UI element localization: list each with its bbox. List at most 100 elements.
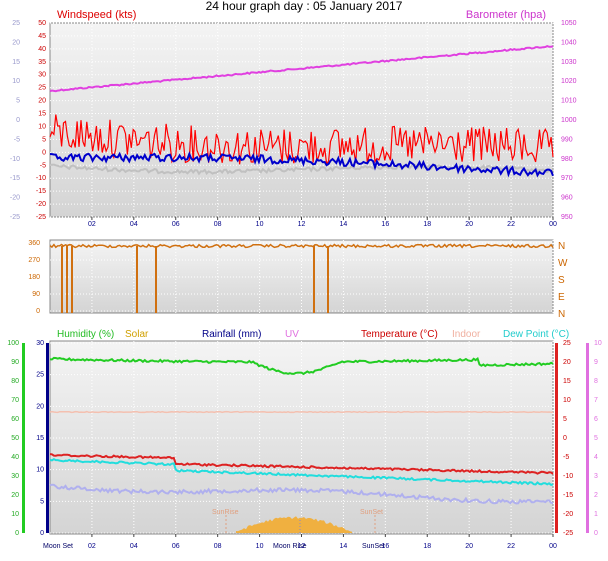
x-tick-label: 02 [88, 221, 96, 228]
temperature-tick: -15 [563, 492, 573, 499]
moon-rise-label: Moon Rise [273, 543, 307, 550]
windspeed-tick: -20 [36, 201, 46, 208]
rain-tick: 0 [40, 530, 44, 537]
compass-label: E [558, 292, 565, 303]
temperature-tick: 15 [563, 378, 571, 385]
x-tick-label: 08 [214, 221, 222, 228]
barometer-tick: 970 [561, 175, 573, 182]
barometer-tick: 1020 [561, 78, 577, 85]
windspeed-tick: 0 [42, 149, 46, 156]
humidity-tick: 90 [11, 359, 19, 366]
barometer-line [49, 45, 554, 93]
indoor-legend: Indoor [452, 329, 481, 340]
wind-baro-plot-area [49, 22, 554, 218]
uv-axis-bar [586, 343, 589, 533]
windspeed-tick: 50 [38, 20, 46, 27]
rain-axis-bar [46, 343, 49, 533]
windspeed-tick: -15 [36, 188, 46, 195]
direction-tick: 0 [36, 308, 40, 315]
barometer-tick: 1050 [561, 20, 577, 27]
x-tick-label: 20 [465, 543, 473, 550]
dewpoint-legend: Dew Point (°C) [503, 329, 569, 340]
uv-tick: 8 [594, 378, 598, 385]
sunrise-mid-label: SunRise [212, 509, 239, 516]
x-tick-label: 14 [340, 543, 348, 550]
uv-tick: 9 [594, 359, 598, 366]
wind-outer-tick: -15 [10, 175, 20, 182]
x-tick-label: 16 [381, 221, 389, 228]
humidity-line [49, 356, 554, 376]
wind-outer-tick: 15 [12, 59, 20, 66]
humidity-tick: 30 [11, 473, 19, 480]
x-tick-label: 16 [381, 543, 389, 550]
indoor-line [49, 410, 554, 414]
humidity-axis-bar [22, 343, 25, 533]
wind-outer-tick: 25 [12, 20, 20, 27]
temperature-axis-bar [555, 343, 558, 533]
uv-tick: 10 [594, 340, 602, 347]
temperature-tick: 10 [563, 397, 571, 404]
barometer-tick: 1000 [561, 117, 577, 124]
windspeed-tick: -5 [40, 162, 46, 169]
direction-tick: 360 [28, 240, 40, 247]
rain-tick: 30 [36, 340, 44, 347]
wind-average-line [49, 151, 554, 178]
humidity-tick: 10 [11, 511, 19, 518]
humidity-tick: 70 [11, 397, 19, 404]
temperature-tick: 0 [563, 435, 567, 442]
windspeed-tick: 10 [38, 123, 46, 130]
temperature-tick: 5 [563, 416, 567, 423]
barometer-tick: 1040 [561, 39, 577, 46]
temperature-tick: -25 [563, 530, 573, 537]
compass-label: N [558, 241, 565, 252]
uv-tick: 0 [594, 530, 598, 537]
x-tick-label: 10 [256, 543, 264, 550]
direction-tick: 180 [28, 274, 40, 281]
barometer-tick: 960 [561, 195, 573, 202]
wind-speed-line [49, 114, 554, 166]
windchill-line [49, 483, 554, 505]
windspeed-tick: -10 [36, 175, 46, 182]
temperature-tick: -20 [563, 511, 573, 518]
uv-tick: 1 [594, 511, 598, 518]
solar-legend: Solar [125, 329, 149, 340]
x-tick-label: 04 [130, 543, 138, 550]
windspeed-tick: 35 [38, 59, 46, 66]
sunset-mid-label: SunSet [360, 509, 383, 516]
x-tick-label: 00 [549, 221, 557, 228]
wind-outer-tick: 0 [16, 117, 20, 124]
barometer-tick: 950 [561, 214, 573, 221]
moon-set-label: Moon Set [43, 543, 73, 550]
rain-tick: 10 [36, 467, 44, 474]
rain-tick: 20 [36, 403, 44, 410]
barometer-label: Barometer (hpa) [466, 9, 546, 21]
windspeed-tick: 40 [38, 46, 46, 53]
rain-tick: 5 [40, 498, 44, 505]
barometer-tick: 1030 [561, 59, 577, 66]
x-tick-label: 20 [465, 221, 473, 228]
uv-legend: UV [285, 329, 299, 340]
uv-tick: 4 [594, 454, 598, 461]
temperature-tick: -5 [563, 454, 569, 461]
x-tick-label: 12 [298, 221, 306, 228]
barometer-tick: 1010 [561, 98, 577, 105]
uv-tick: 5 [594, 435, 598, 442]
windspeed-tick: 25 [38, 85, 46, 92]
wind-outer-tick: -10 [10, 156, 20, 163]
humidity-tick: 0 [15, 530, 19, 537]
x-tick-label: 22 [507, 221, 515, 228]
x-tick-label: 14 [340, 221, 348, 228]
wind-outer-tick: 10 [12, 78, 20, 85]
compass-label: N [558, 309, 565, 320]
windspeed-label: Windspeed (kts) [57, 9, 136, 21]
windspeed-tick: 20 [38, 98, 46, 105]
wind-outer-tick: -25 [10, 214, 20, 221]
uv-tick: 2 [594, 492, 598, 499]
temperature-tick: -10 [563, 473, 573, 480]
humidity-tick: 60 [11, 416, 19, 423]
uv-tick: 6 [594, 416, 598, 423]
compass-label: S [558, 275, 565, 286]
wind-outer-tick: -20 [10, 195, 20, 202]
humidity-tick: 100 [7, 340, 19, 347]
x-tick-label: 18 [423, 221, 431, 228]
